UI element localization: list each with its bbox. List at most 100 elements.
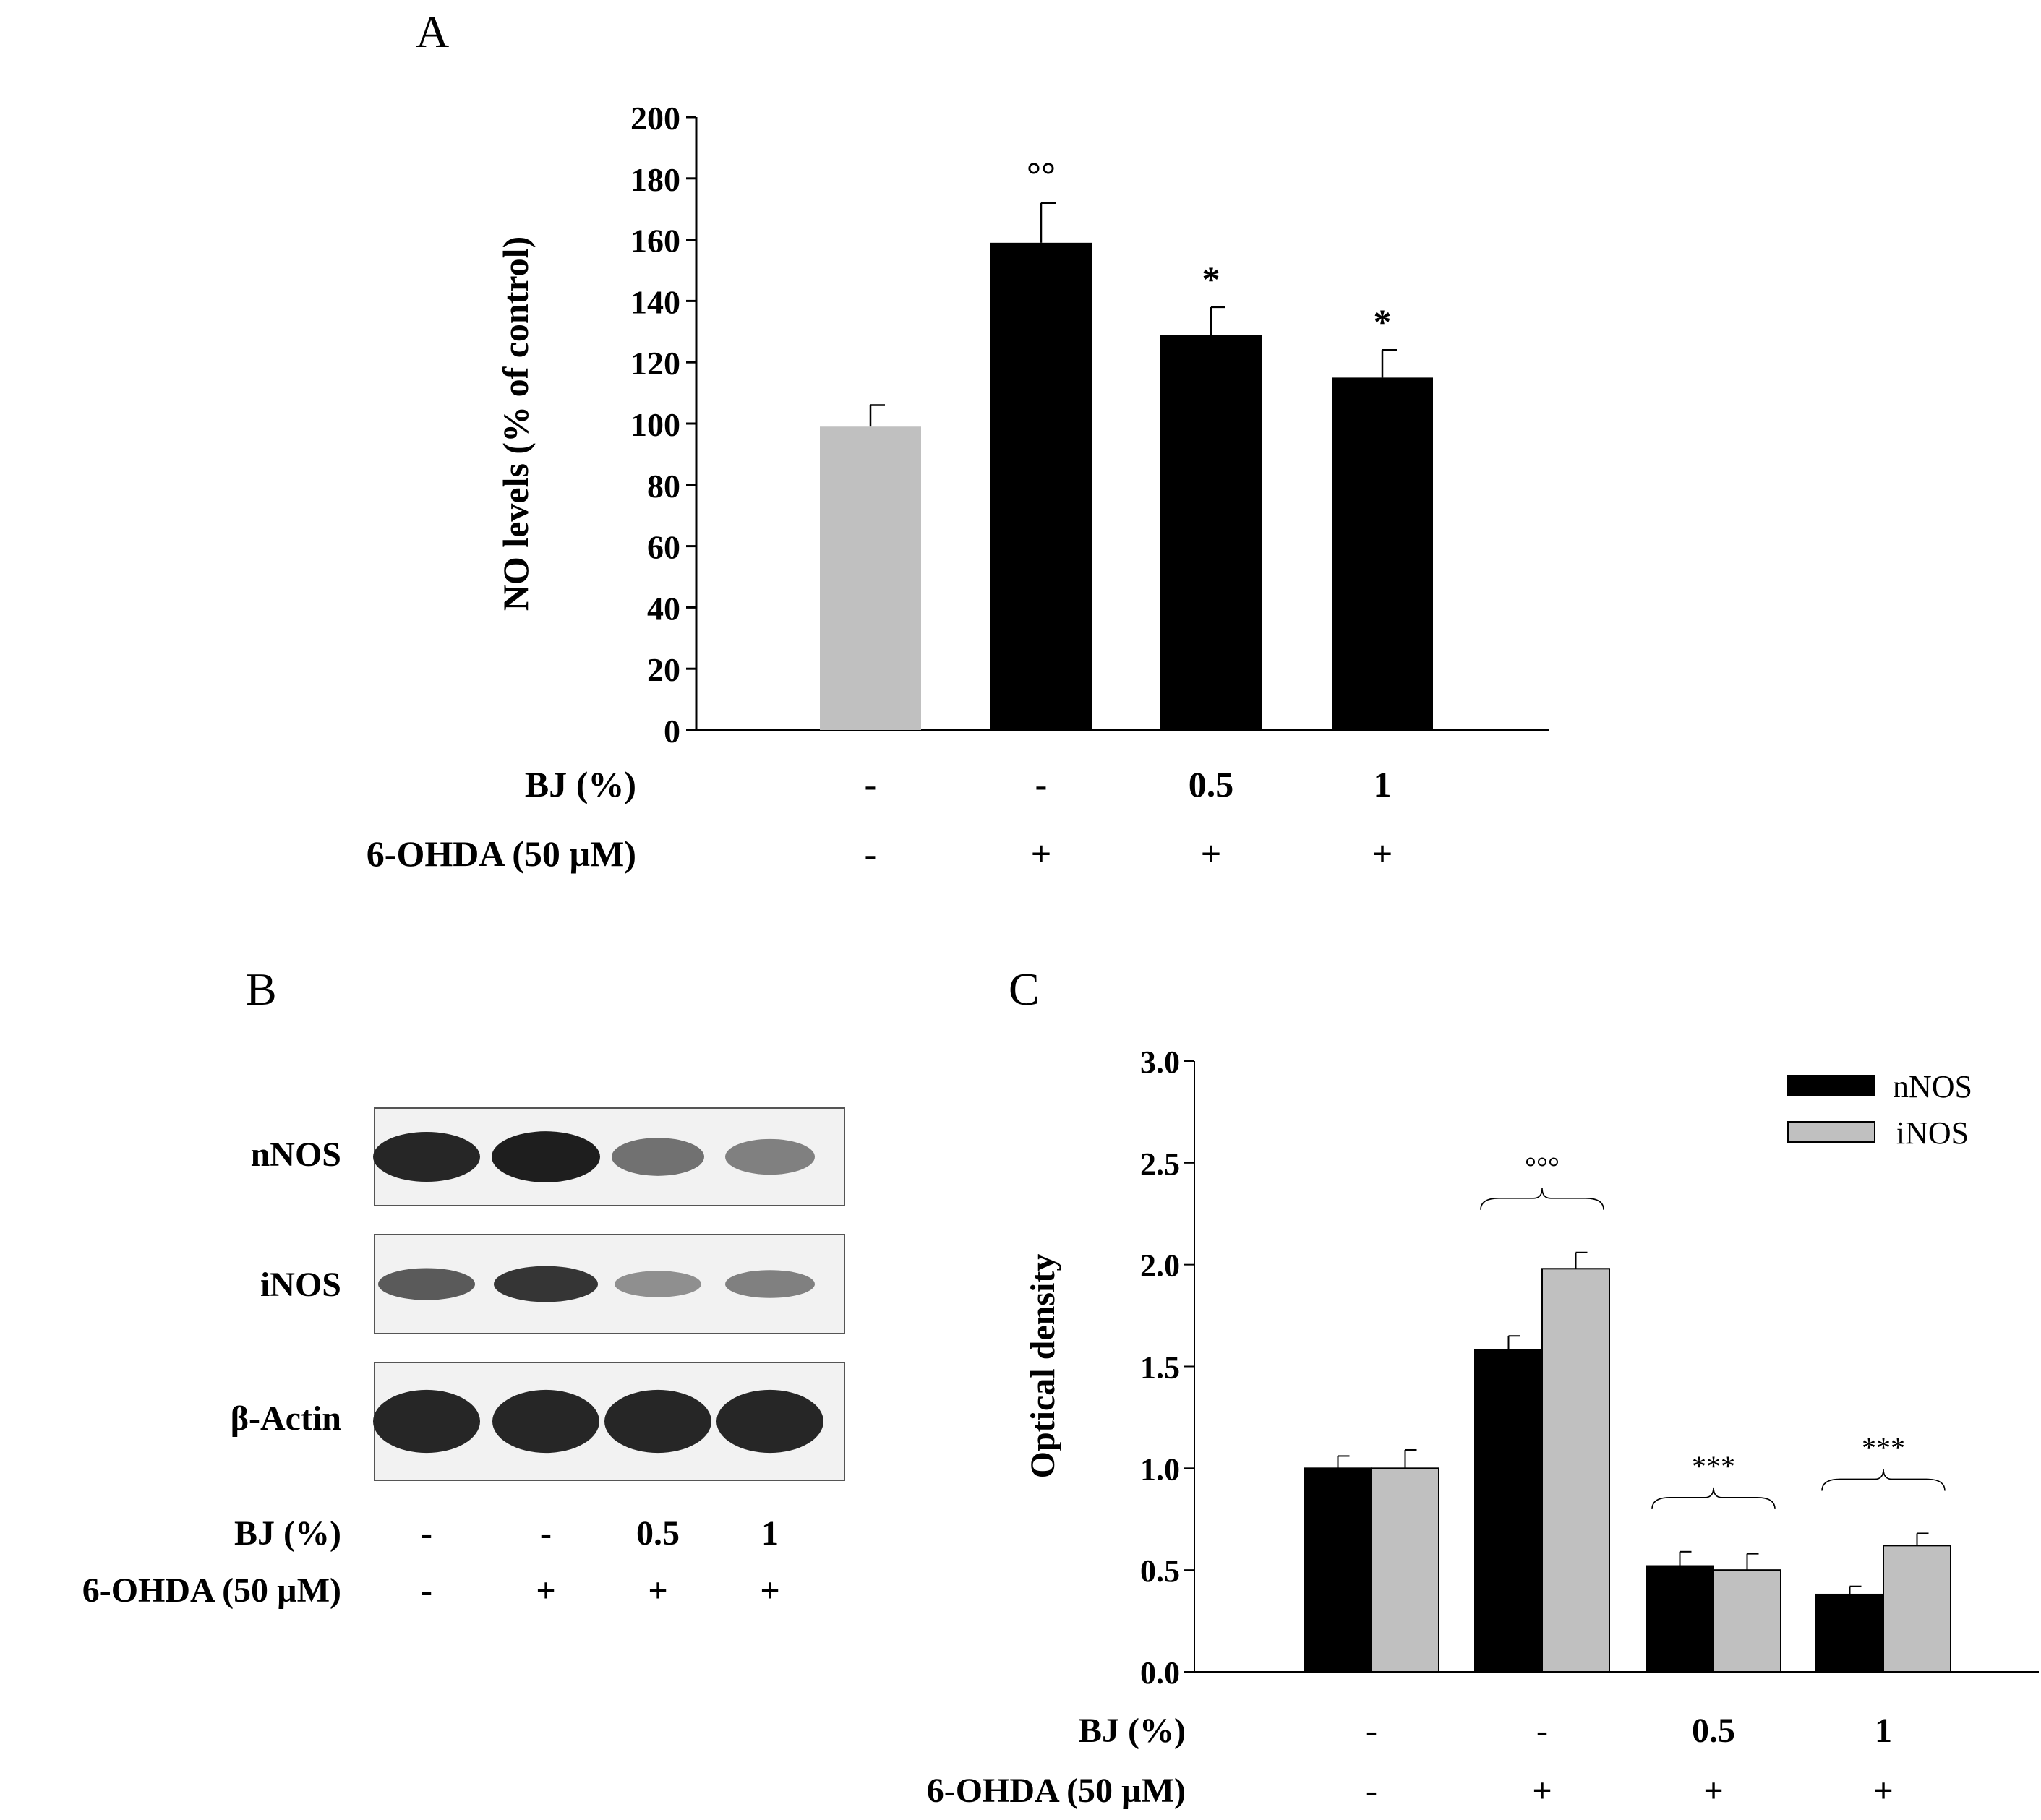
significance-mark: * — [1202, 259, 1220, 299]
western-blot: nNOS iNOS β-Actin BJ (%) - - 0.5 1 6-OHDA (50 µM… — [82, 1107, 845, 1610]
bar — [1541, 1268, 1610, 1673]
condition-value: - — [540, 1514, 552, 1553]
condition-value: 1 — [761, 1514, 779, 1553]
condition-value: - — [1035, 764, 1048, 804]
bar — [990, 242, 1092, 731]
bar — [1815, 1593, 1884, 1673]
y-tick-label: 2.5 — [1140, 1146, 1180, 1182]
condition-value: + — [1873, 1772, 1893, 1810]
blot-band — [716, 1389, 823, 1454]
panel-c-letter: C — [1009, 963, 1040, 1015]
condition-value: - — [865, 833, 877, 874]
y-tick-label: 80 — [647, 468, 680, 505]
blot-band — [612, 1138, 704, 1176]
chart-a: 0 20 40 60 80 100 120 140 160 180 200 NO levels (% … — [367, 100, 1549, 874]
y-tick-label: 120 — [630, 345, 680, 382]
blot-band — [492, 1389, 599, 1454]
blot-row-label: β-Actin — [231, 1399, 341, 1438]
panel-a-letter: A — [416, 6, 449, 57]
legend-label: nNOS — [1893, 1069, 1972, 1104]
blot-band — [615, 1271, 701, 1297]
y-tick-label: 3.0 — [1140, 1044, 1180, 1080]
condition-value: + — [1031, 833, 1052, 874]
y-tick-label: 60 — [647, 529, 680, 566]
condition-value: - — [1366, 1772, 1377, 1810]
y-tick-label: 20 — [647, 651, 680, 688]
condition-value: 0.5 — [1692, 1712, 1735, 1750]
significance-brace — [1651, 1487, 1776, 1509]
blot-band — [494, 1266, 598, 1302]
condition-value: + — [760, 1571, 779, 1610]
y-tick-label: 40 — [647, 590, 680, 627]
y-tick-label: 160 — [630, 223, 680, 259]
panel-a: A 0 20 40 60 80 100 120 140 160 180 200 NO levels (… — [367, 6, 1549, 874]
y-axis-label: Optical density — [1024, 1254, 1062, 1479]
y-tick-label: 1.0 — [1140, 1451, 1180, 1487]
condition-value: 0.5 — [1189, 764, 1234, 804]
y-tick-label: 0.0 — [1140, 1655, 1180, 1691]
panel-c: C 0.0 0.5 1.0 1.5 2.0 2.5 3.0 Optical density °°… — [927, 963, 2039, 1810]
y-tick-label: 0.5 — [1140, 1553, 1180, 1589]
legend-label: iNOS — [1896, 1115, 1969, 1151]
blot-band — [378, 1268, 475, 1300]
panel-b-letter: B — [246, 963, 277, 1015]
panel-b: B nNOS iNOS β-Actin BJ (%) - - 0.5 1 6-OHDA (50 … — [82, 963, 845, 1610]
significance-brace — [1821, 1469, 1946, 1491]
bar — [1332, 377, 1433, 730]
condition-label: 6-OHDA (50 µM) — [82, 1571, 341, 1610]
y-axis-label: NO levels (% of control) — [495, 236, 536, 611]
condition-value: + — [1201, 833, 1222, 874]
y-tick-label: 0 — [664, 713, 680, 750]
bar — [1713, 1569, 1781, 1673]
significance-mark: *** — [1862, 1431, 1905, 1464]
bar — [1371, 1467, 1439, 1673]
legend-swatch — [1787, 1075, 1875, 1096]
condition-label: BJ (%) — [525, 764, 636, 804]
condition-value: - — [421, 1514, 432, 1553]
condition-value: - — [421, 1571, 432, 1610]
condition-value: - — [865, 764, 877, 804]
y-tick-label: 2.0 — [1140, 1248, 1180, 1284]
bar — [1160, 335, 1262, 730]
condition-value: + — [1532, 1772, 1552, 1810]
blot-band — [725, 1270, 815, 1298]
condition-value: + — [1372, 833, 1393, 874]
condition-value: + — [536, 1571, 555, 1610]
condition-value: 1 — [1875, 1712, 1892, 1750]
blot-row-label: iNOS — [260, 1266, 341, 1304]
blot-band — [373, 1131, 480, 1182]
condition-value: 0.5 — [636, 1514, 680, 1553]
condition-label: 6-OHDA (50 µM) — [927, 1772, 1186, 1810]
y-tick-label: 1.5 — [1140, 1350, 1180, 1386]
legend-swatch — [1787, 1121, 1875, 1143]
condition-label: BJ (%) — [1079, 1712, 1186, 1750]
blot-band — [725, 1138, 815, 1175]
significance-brace — [1480, 1188, 1604, 1210]
significance-mark: * — [1374, 301, 1392, 342]
y-tick-label: 200 — [630, 100, 680, 137]
condition-value: + — [648, 1571, 667, 1610]
bar — [1883, 1545, 1951, 1673]
y-tick-label: 100 — [630, 406, 680, 443]
bar — [1646, 1565, 1714, 1673]
bar — [820, 426, 921, 730]
blot-band — [373, 1389, 480, 1454]
condition-label: 6-OHDA (50 µM) — [367, 833, 636, 874]
condition-value: - — [1536, 1712, 1548, 1750]
y-tick-label: 180 — [630, 161, 680, 198]
y-tick-label: 140 — [630, 283, 680, 320]
condition-label: BJ (%) — [234, 1514, 341, 1553]
bar — [1474, 1349, 1543, 1673]
chart-c: 0.0 0.5 1.0 1.5 2.0 2.5 3.0 Optical density °°° *… — [927, 1044, 2039, 1810]
condition-value: - — [1366, 1712, 1377, 1750]
blot-row-label: nNOS — [251, 1136, 341, 1174]
significance-mark: *** — [1692, 1450, 1735, 1482]
condition-value: 1 — [1374, 764, 1392, 804]
blot-band — [492, 1131, 600, 1182]
significance-mark: °°° — [1525, 1151, 1559, 1183]
significance-mark: °° — [1027, 155, 1056, 195]
blot-band — [604, 1389, 711, 1454]
condition-value: + — [1703, 1772, 1723, 1810]
bar — [1304, 1467, 1372, 1673]
